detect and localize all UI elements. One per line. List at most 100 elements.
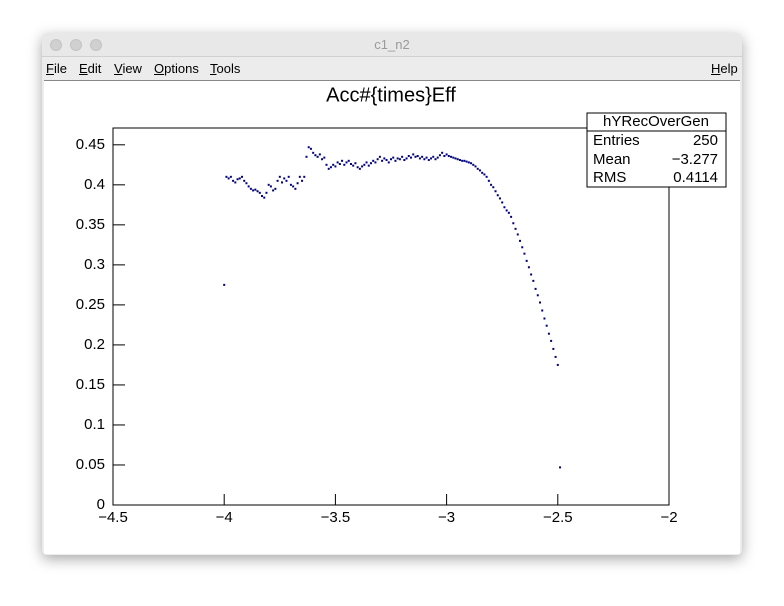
stats-label: Entries xyxy=(593,132,640,149)
data-point xyxy=(405,157,408,160)
data-point xyxy=(374,161,377,164)
data-point xyxy=(356,166,359,169)
menu-item[interactable]: View xyxy=(114,61,142,76)
data-point xyxy=(518,239,521,242)
data-point xyxy=(521,246,524,249)
data-point xyxy=(349,163,352,166)
x-tick-label: −4 xyxy=(216,509,233,526)
stats-title: hYRecOverGen xyxy=(603,113,709,130)
x-tick-label: −2 xyxy=(660,509,677,526)
minimize-button[interactable] xyxy=(70,39,82,51)
data-point xyxy=(365,161,368,164)
y-tick-label: 0.25 xyxy=(76,296,105,313)
title-bar: c1_n2 xyxy=(42,33,742,57)
data-point xyxy=(285,179,288,182)
data-point xyxy=(269,185,272,188)
data-point xyxy=(392,156,395,159)
data-point xyxy=(483,173,486,176)
data-point xyxy=(252,189,255,192)
data-point xyxy=(332,163,335,166)
data-point xyxy=(503,206,506,209)
menu-item[interactable]: Help xyxy=(711,61,738,76)
data-point xyxy=(245,182,248,185)
data-point xyxy=(421,155,424,158)
data-point xyxy=(361,165,364,168)
menu-bar: File Edit View Options Tools Help xyxy=(42,57,742,79)
data-point xyxy=(274,187,277,190)
data-point xyxy=(554,355,557,358)
data-point xyxy=(225,175,228,178)
data-point xyxy=(372,159,375,162)
data-point xyxy=(427,159,430,162)
data-point xyxy=(545,324,548,327)
data-point xyxy=(314,154,317,157)
data-point xyxy=(276,179,279,182)
data-point xyxy=(289,183,292,186)
y-tick-label: 0.45 xyxy=(76,136,105,153)
data-point xyxy=(387,161,390,164)
data-point xyxy=(238,177,241,180)
y-tick-label: 0 xyxy=(97,496,105,513)
menu-item[interactable]: File xyxy=(46,61,67,76)
data-point xyxy=(369,162,372,165)
data-point xyxy=(461,159,464,162)
menu-item[interactable]: Options xyxy=(154,61,199,76)
x-tick-label: −3.5 xyxy=(321,509,351,526)
data-point xyxy=(307,146,310,149)
data-point xyxy=(281,181,284,184)
data-point xyxy=(438,154,441,157)
data-point xyxy=(254,188,257,191)
data-point xyxy=(510,215,513,218)
data-point xyxy=(490,183,493,186)
data-point xyxy=(463,159,466,162)
data-point xyxy=(296,182,299,185)
data-point xyxy=(552,347,555,350)
data-point xyxy=(403,159,406,162)
zoom-button[interactable] xyxy=(90,39,102,51)
data-point xyxy=(556,363,559,366)
data-point xyxy=(430,157,433,160)
data-point xyxy=(412,153,415,156)
data-point xyxy=(445,153,448,156)
data-point xyxy=(418,157,421,160)
data-point xyxy=(318,153,321,156)
data-point xyxy=(441,151,444,154)
data-point xyxy=(265,191,268,194)
data-point xyxy=(494,190,497,193)
data-point xyxy=(478,169,481,172)
data-point xyxy=(512,222,515,225)
data-point xyxy=(323,156,326,159)
data-point xyxy=(450,155,453,158)
y-tick-label: 0.15 xyxy=(76,376,105,393)
data-point xyxy=(232,179,235,182)
data-point xyxy=(294,187,297,190)
data-point xyxy=(458,159,461,162)
data-point xyxy=(249,187,252,190)
data-point xyxy=(496,194,499,197)
data-point xyxy=(523,252,526,255)
stats-label: RMS xyxy=(593,169,626,186)
data-point xyxy=(530,273,533,276)
data-point xyxy=(452,156,455,159)
data-point xyxy=(261,195,264,198)
data-point xyxy=(343,163,346,166)
menu-item[interactable]: Edit xyxy=(79,61,102,76)
data-point xyxy=(287,175,290,178)
data-point xyxy=(414,155,417,158)
data-point xyxy=(263,196,266,199)
menu-item[interactable]: Tools xyxy=(210,61,241,76)
data-point xyxy=(527,266,530,269)
data-point xyxy=(367,164,370,167)
close-button[interactable] xyxy=(50,39,62,51)
data-point xyxy=(336,161,339,164)
data-point xyxy=(378,155,381,158)
plot-frame xyxy=(112,127,670,506)
chart-title: Acc#{times}Eff xyxy=(326,84,456,106)
data-point xyxy=(443,155,446,158)
stats-value: 0.4114 xyxy=(673,169,718,186)
data-point xyxy=(487,179,490,182)
data-point xyxy=(383,157,386,160)
data-point xyxy=(298,175,301,178)
